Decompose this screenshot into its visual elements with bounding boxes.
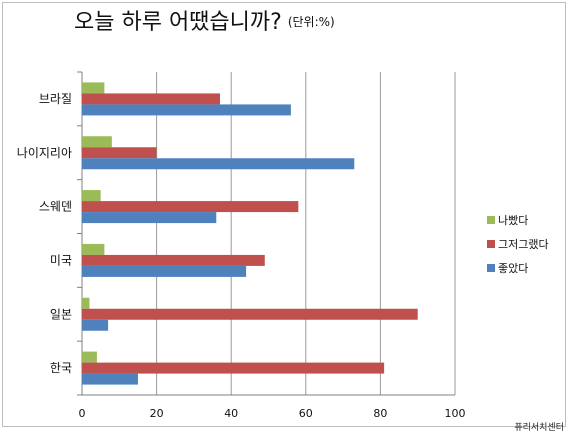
bar-나이지리아-좋았다 bbox=[82, 158, 355, 170]
bar-일본-좋았다 bbox=[82, 319, 109, 331]
bar-스웨덴-좋았다 bbox=[82, 212, 217, 224]
bar-스웨덴-나빴다 bbox=[82, 190, 101, 202]
bar-한국-그저그랬다 bbox=[82, 362, 385, 374]
bar-브라질-그저그랬다 bbox=[82, 93, 221, 105]
chart-title-text: 오늘 하루 어땠습니까? bbox=[74, 10, 282, 35]
chart-subtitle: (단위:%) bbox=[287, 15, 335, 29]
x-tick-label-20: 20 bbox=[150, 407, 164, 420]
bar-스웨덴-그저그랬다 bbox=[82, 201, 299, 213]
bar-나이지리아-나빴다 bbox=[82, 136, 112, 148]
legend-label-좋았다: 좋았다 bbox=[498, 262, 528, 275]
bar-브라질-나빴다 bbox=[82, 82, 105, 94]
source-label: 퓨리서치센터 bbox=[514, 423, 564, 433]
x-tick-label-40: 40 bbox=[224, 407, 238, 420]
bar-미국-좋았다 bbox=[82, 265, 247, 277]
category-label-스웨덴: 스웨덴 bbox=[39, 200, 72, 214]
x-tick-label-60: 60 bbox=[299, 407, 313, 420]
category-label-일본: 일본 bbox=[50, 307, 72, 321]
legend-swatch-좋았다 bbox=[487, 264, 495, 272]
bar-한국-나빴다 bbox=[82, 351, 97, 363]
x-tick-label-80: 80 bbox=[373, 407, 387, 420]
bar-나이지리아-그저그랬다 bbox=[82, 147, 157, 159]
legend-swatch-그저그랬다 bbox=[487, 240, 495, 248]
bar-한국-좋았다 bbox=[82, 373, 138, 385]
legend-label-나빴다: 나빴다 bbox=[498, 214, 528, 227]
x-tick-label-0: 0 bbox=[79, 407, 86, 420]
category-label-미국: 미국 bbox=[50, 253, 72, 267]
bar-미국-그저그랬다 bbox=[82, 254, 265, 266]
bar-미국-나빴다 bbox=[82, 243, 105, 255]
category-label-한국: 한국 bbox=[50, 361, 72, 375]
legend-label-그저그랬다: 그저그랬다 bbox=[498, 238, 549, 251]
category-label-브라질: 브라질 bbox=[39, 92, 72, 106]
chart-frame bbox=[2, 2, 566, 427]
legend-swatch-나빴다 bbox=[487, 216, 495, 224]
category-label-나이지리아: 나이지리아 bbox=[17, 146, 72, 160]
bar-브라질-좋았다 bbox=[82, 104, 291, 116]
bar-일본-나빴다 bbox=[82, 297, 90, 309]
chart-title: 오늘 하루 어땠습니까? (단위:%) bbox=[74, 4, 335, 36]
bar-일본-그저그랬다 bbox=[82, 308, 418, 320]
x-tick-label-100: 100 bbox=[445, 407, 466, 420]
